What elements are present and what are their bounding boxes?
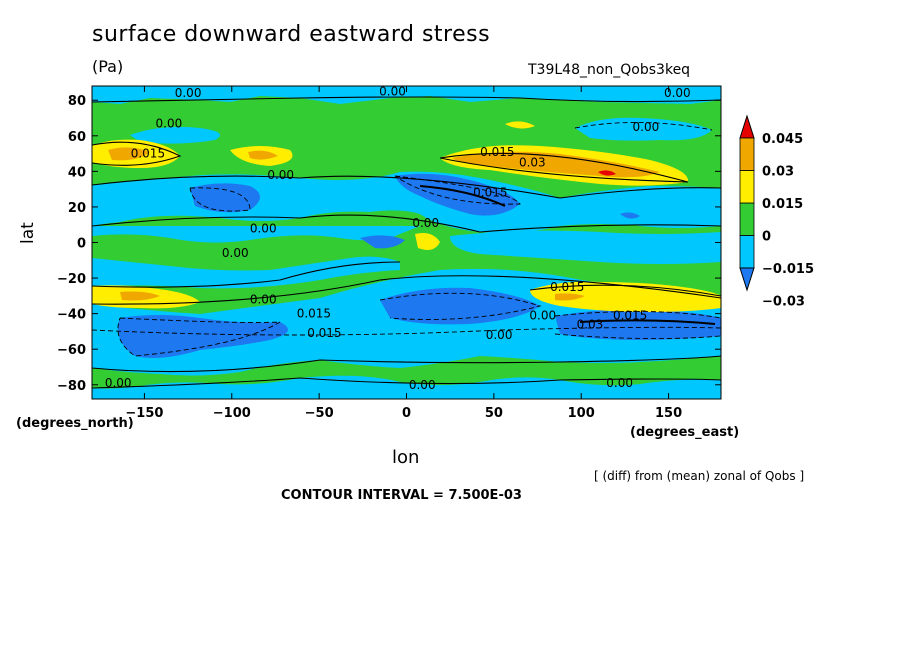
contour-label: 0.00 (529, 308, 556, 322)
contour-label: 0.015 (297, 307, 331, 321)
field-negative-subtropic-north-4 (620, 212, 640, 219)
colorbar-label: 0.045 (762, 132, 803, 147)
colorbar-arrow-top (739, 114, 755, 139)
field-negative-equatorial (92, 226, 420, 243)
y-tick-label: 0 (77, 237, 86, 252)
field-negative-north-cell-2 (130, 126, 220, 144)
colorbar-arrow-bottom (739, 267, 755, 292)
contour-label: 0.00 (379, 84, 406, 98)
x-tick-label: 0 (402, 406, 411, 421)
contour-label: 0.03 (577, 317, 604, 331)
colorbar-label: −0.015 (762, 262, 814, 277)
x-axis: −150 −100 −50 0 50 100 150 (125, 86, 682, 421)
contour-interval: CONTOUR INTERVAL = 7.500E-03 (281, 488, 522, 503)
x-tick-label: −150 (125, 406, 163, 421)
y-tick-label: 60 (68, 130, 86, 145)
contour-label: 0.015 (480, 145, 514, 159)
chart-title: surface downward eastward stress (92, 22, 491, 47)
contour-label: 0.00 (267, 168, 294, 182)
colorbar-bin (739, 235, 755, 269)
field-positive-north-cell (505, 121, 535, 129)
colorbar-label: −0.03 (762, 295, 805, 310)
field-positive-north-jet-mid-core (248, 150, 278, 160)
y-tick-label: 40 (68, 165, 86, 180)
contour-label: 0.00 (486, 328, 513, 342)
field-negative-subtropic-north-3 (395, 173, 520, 216)
contour-label: 0.00 (412, 216, 439, 230)
chart-units: (Pa) (92, 57, 124, 76)
field-positive-north-jet-east-max (598, 170, 616, 176)
contour-label: 0.00 (105, 376, 132, 390)
field-negative-south-deep-west (117, 315, 288, 358)
contour-label: 0.03 (519, 155, 546, 169)
field-negative-equatorial-3 (450, 230, 721, 264)
y-tick-label: 20 (68, 201, 86, 216)
y-tick-label: −60 (57, 343, 86, 358)
diff-note: [ (diff) from (mean) zonal of Qobs ] (594, 469, 805, 483)
contour-label: 0.015 (307, 326, 341, 340)
filled-contours: 0.00 0.00 0.000.00 0.000.015 0.0150.030.000.… (92, 84, 721, 399)
field-positive-south-jet-east-core (555, 293, 585, 301)
colorbar-bin (739, 170, 755, 204)
x-axis-units: (degrees_east) (630, 425, 740, 440)
field-negative-equatorial-2 (92, 256, 400, 289)
x-tick-label: 150 (655, 406, 682, 421)
field-negative-equatorial-cell (360, 235, 405, 249)
colorbar-bin (739, 202, 755, 236)
contour-label: 0.00 (606, 376, 633, 390)
field-negative-south-polar (92, 375, 721, 399)
x-axis-label: lon (392, 447, 420, 468)
x-tick-label: −100 (213, 406, 251, 421)
contour-label: 0.00 (633, 120, 660, 134)
field-negative-south-deep-east (555, 309, 721, 340)
contour-lines (92, 96, 721, 389)
y-tick-label: −20 (57, 272, 86, 287)
contour-label: 0.00 (664, 86, 691, 100)
x-tick-label: 100 (568, 406, 595, 421)
colorbar-label: 0 (762, 230, 771, 245)
x-tick-label: −50 (305, 406, 334, 421)
contour-label: 0.015 (473, 186, 507, 200)
field-positive-south-jet-west-core (120, 291, 160, 301)
chart-subtitle: T39L48_non_Qobs3keq (528, 62, 691, 78)
contour-label: 0.00 (250, 221, 277, 235)
y-axis: −80 −60 −40 −20 0 20 40 60 80 (57, 94, 721, 394)
y-tick-label: 80 (68, 94, 86, 109)
contour-label: 0.00 (222, 246, 249, 260)
colorbar-label: 0.015 (762, 197, 803, 212)
negative-contours (92, 122, 721, 357)
colorbar-label: 0.03 (762, 165, 794, 180)
colorbar-bin (739, 137, 755, 171)
y-tick-label: −80 (57, 379, 86, 394)
field-positive-equatorial-cell (415, 233, 440, 250)
contour-interval-value: 7.500E-03 (448, 488, 522, 503)
y-axis-units: (degrees_north) (16, 416, 134, 431)
x-tick-label: 50 (485, 406, 503, 421)
contour-label: 0.00 (175, 86, 202, 100)
contour-label: 0.015 (131, 147, 165, 161)
contour-label: 0.00 (250, 292, 277, 306)
contour-label: 0.00 (409, 378, 436, 392)
field-negative-north-polar (92, 86, 721, 104)
contour-label-group: 0.00 0.00 0.000.00 0.000.015 0.0150.030.000.… (105, 84, 691, 392)
contour-label: 0.015 (613, 308, 647, 322)
y-tick-label: −40 (57, 308, 86, 323)
colorbar: 0.045 0.03 0.015 0 −0.015 −0.03 (739, 114, 814, 310)
contour-label: 0.00 (156, 116, 183, 130)
thick-negative-contours (419, 185, 716, 325)
contour-label: 0.015 (550, 280, 584, 294)
field-positive-north-jet-west-core (108, 147, 150, 161)
field-negative-subtropic-north-2 (190, 183, 260, 213)
